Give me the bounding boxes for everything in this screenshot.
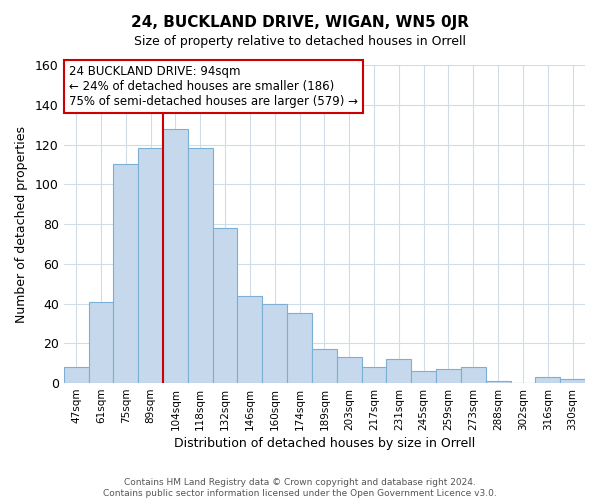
Bar <box>535 377 560 383</box>
Bar <box>337 357 362 383</box>
Bar <box>312 350 337 383</box>
Bar <box>188 148 212 383</box>
Bar <box>262 304 287 383</box>
Text: 24, BUCKLAND DRIVE, WIGAN, WN5 0JR: 24, BUCKLAND DRIVE, WIGAN, WN5 0JR <box>131 15 469 30</box>
Bar <box>560 379 585 383</box>
Bar <box>163 128 188 383</box>
Bar <box>64 367 89 383</box>
Bar <box>89 302 113 383</box>
X-axis label: Distribution of detached houses by size in Orrell: Distribution of detached houses by size … <box>174 437 475 450</box>
Text: Size of property relative to detached houses in Orrell: Size of property relative to detached ho… <box>134 35 466 48</box>
Text: 24 BUCKLAND DRIVE: 94sqm
← 24% of detached houses are smaller (186)
75% of semi-: 24 BUCKLAND DRIVE: 94sqm ← 24% of detach… <box>69 65 358 108</box>
Bar <box>113 164 138 383</box>
Bar <box>411 371 436 383</box>
Y-axis label: Number of detached properties: Number of detached properties <box>15 126 28 322</box>
Bar <box>212 228 238 383</box>
Bar <box>486 381 511 383</box>
Bar <box>238 296 262 383</box>
Bar <box>362 367 386 383</box>
Text: Contains HM Land Registry data © Crown copyright and database right 2024.
Contai: Contains HM Land Registry data © Crown c… <box>103 478 497 498</box>
Bar <box>287 314 312 383</box>
Bar <box>461 367 486 383</box>
Bar <box>138 148 163 383</box>
Bar <box>436 369 461 383</box>
Bar <box>386 359 411 383</box>
